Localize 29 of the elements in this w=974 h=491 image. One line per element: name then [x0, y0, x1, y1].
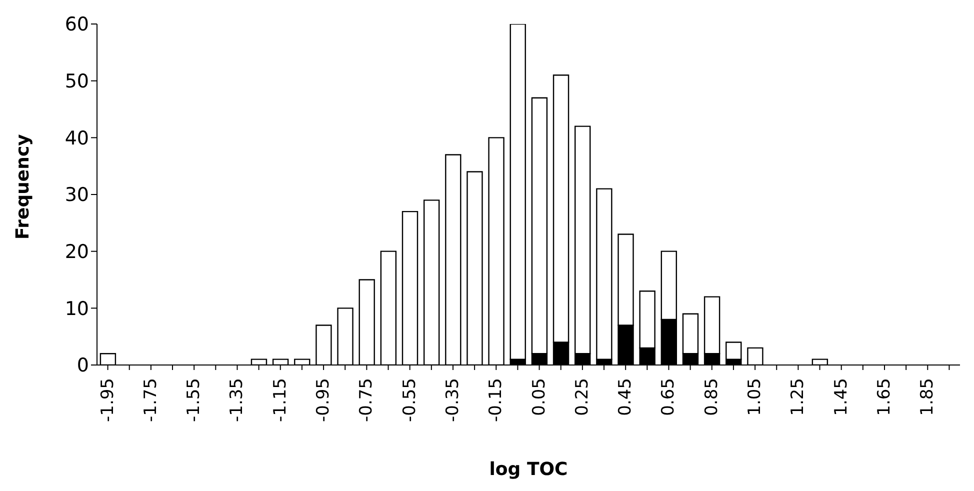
- x-tick-label: 0.45: [616, 378, 636, 416]
- x-tick-label: 1.65: [874, 378, 894, 416]
- x-tick-label: -0.35: [442, 378, 463, 422]
- x-tick-label: 1.45: [831, 378, 852, 416]
- y-tick-label: 20: [64, 241, 89, 264]
- x-tick-label: 1.05: [745, 378, 766, 416]
- y-axis-title: Frequency: [12, 134, 34, 240]
- x-axis-title: log TOC: [489, 459, 568, 480]
- x-tick-label: 1.25: [788, 378, 808, 416]
- x-tick-label: -1.75: [140, 378, 161, 422]
- x-tick-label: -0.95: [314, 378, 334, 422]
- y-tick-label: 30: [64, 184, 89, 206]
- x-tick-label: -1.55: [184, 378, 204, 422]
- x-tick-label: -0.75: [356, 378, 377, 422]
- y-tick-label: 40: [64, 127, 89, 150]
- x-tick-label: 0.85: [702, 378, 722, 416]
- x-tick-label: 0.05: [529, 378, 550, 416]
- y-tick-label: 50: [64, 70, 89, 93]
- x-tick-label: -0.15: [486, 378, 506, 422]
- x-tick-label: 0.25: [572, 378, 592, 416]
- x-tick-label: -1.15: [270, 378, 290, 422]
- x-tick-label: -0.55: [400, 378, 420, 422]
- x-tick-label: -1.35: [227, 378, 248, 422]
- x-tick-label: 0.65: [658, 378, 679, 416]
- y-tick-label: 0: [76, 354, 89, 377]
- x-tick-label: 1.85: [918, 378, 938, 416]
- y-tick-label: 10: [64, 298, 89, 320]
- x-tick-label: -1.95: [98, 378, 118, 422]
- y-tick-label: 60: [64, 14, 89, 36]
